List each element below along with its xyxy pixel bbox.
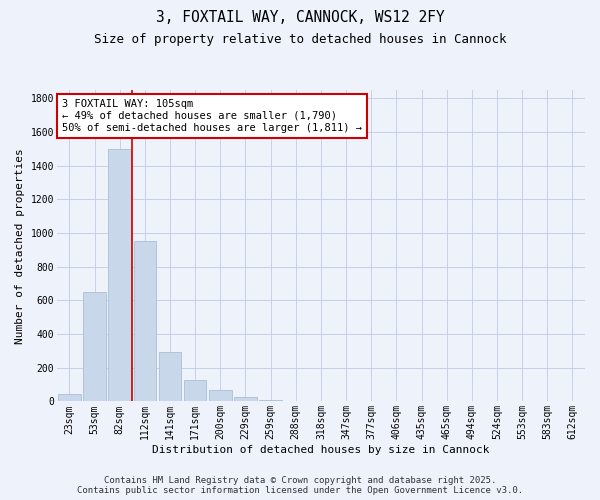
Text: Contains HM Land Registry data © Crown copyright and database right 2025.
Contai: Contains HM Land Registry data © Crown c… <box>77 476 523 495</box>
Bar <box>259 400 282 402</box>
Bar <box>109 149 131 402</box>
Bar <box>83 292 106 402</box>
Bar <box>234 397 257 402</box>
Bar <box>58 394 81 402</box>
Bar <box>158 352 181 402</box>
Y-axis label: Number of detached properties: Number of detached properties <box>15 148 25 344</box>
Text: 3 FOXTAIL WAY: 105sqm
← 49% of detached houses are smaller (1,790)
50% of semi-d: 3 FOXTAIL WAY: 105sqm ← 49% of detached … <box>62 100 362 132</box>
Text: Size of property relative to detached houses in Cannock: Size of property relative to detached ho… <box>94 32 506 46</box>
Bar <box>184 380 206 402</box>
Bar <box>134 242 156 402</box>
Text: 3, FOXTAIL WAY, CANNOCK, WS12 2FY: 3, FOXTAIL WAY, CANNOCK, WS12 2FY <box>155 10 445 25</box>
X-axis label: Distribution of detached houses by size in Cannock: Distribution of detached houses by size … <box>152 445 490 455</box>
Bar <box>284 400 307 402</box>
Bar <box>209 390 232 402</box>
